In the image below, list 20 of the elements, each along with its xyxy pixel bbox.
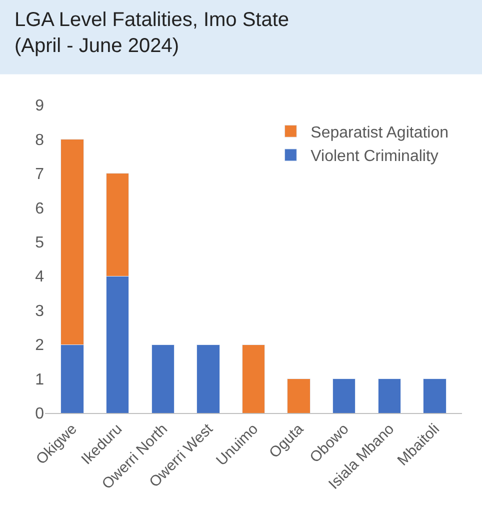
y-tick-label: 0 xyxy=(35,406,44,423)
y-tick-label: 7 xyxy=(35,166,44,184)
bar xyxy=(332,378,356,413)
bar xyxy=(151,344,174,413)
bar xyxy=(423,378,446,413)
bar xyxy=(242,344,266,413)
bar xyxy=(196,344,220,413)
y-tick-label: 2 xyxy=(35,337,44,354)
legend-label: Separatist Agitation xyxy=(310,124,449,142)
y-tick-label: 3 xyxy=(35,302,44,320)
y-tick-label: 6 xyxy=(35,200,44,218)
y-tick-label: 1 xyxy=(35,371,44,388)
legend-label: Violent Criminality xyxy=(310,148,438,166)
y-tick-label: 4 xyxy=(35,268,44,286)
y-tick-label: 9 xyxy=(35,98,44,115)
y-tick-label: 5 xyxy=(35,234,44,252)
y-tick-label: 8 xyxy=(35,132,44,149)
bar xyxy=(287,378,310,413)
bar xyxy=(378,378,402,413)
chart-title: LGA Level Fatalities, Imo State (April - June 2024) xyxy=(14,9,290,58)
